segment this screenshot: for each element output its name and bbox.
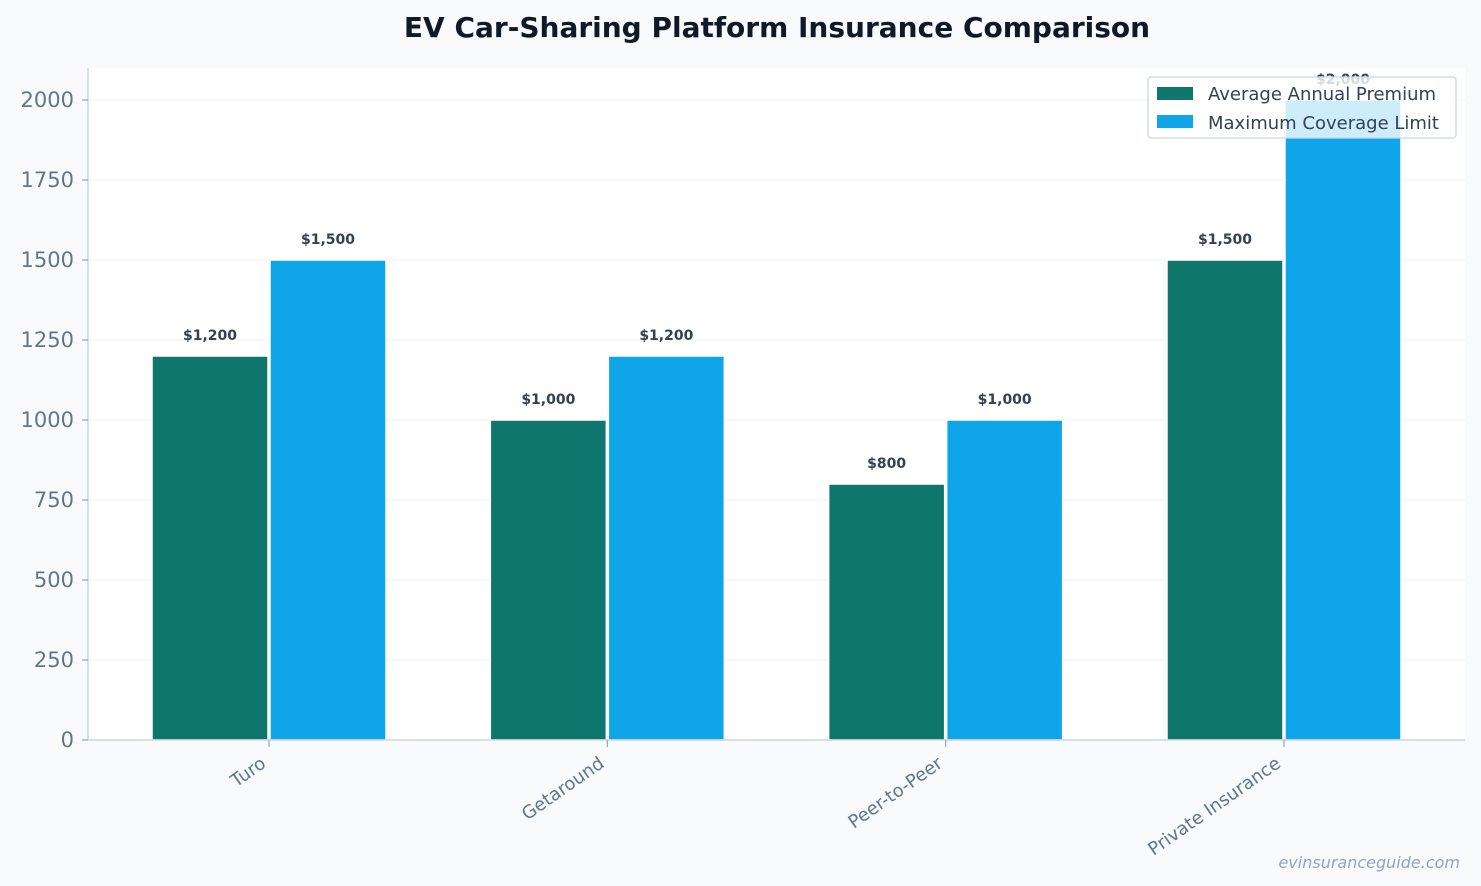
legend-swatch-average-annual-premium <box>1157 87 1193 100</box>
legend-label-maximum-coverage-limit: Maximum Coverage Limit <box>1208 113 1439 134</box>
data-label-average-annual-premium-getaround: $1,000 <box>521 392 575 408</box>
legend-swatch-maximum-coverage-limit <box>1157 115 1193 128</box>
y-tick-label-1500: 1500 <box>21 248 74 272</box>
y-tick-label-2000: 2000 <box>21 88 74 112</box>
y-tick-label-500: 500 <box>34 568 74 592</box>
data-label-average-annual-premium-turo: $1,200 <box>183 328 237 344</box>
y-axis-ticks: 0 250 500 750 1000 1250 1500 1750 2000 <box>21 88 88 752</box>
data-label-maximum-coverage-limit-peer-to-peer: $1,000 <box>978 392 1032 408</box>
chart-title: EV Car-Sharing Platform Insurance Compar… <box>404 11 1150 44</box>
legend-box <box>1147 76 1457 139</box>
legend: Average Annual Premium Maximum Coverage … <box>1147 76 1457 139</box>
data-label-average-annual-premium-peer-to-peer: $800 <box>867 456 906 472</box>
y-tick-label-750: 750 <box>34 488 74 512</box>
y-tick-label-0: 0 <box>61 728 74 752</box>
watermark: evinsuranceguide.com <box>1278 853 1460 872</box>
y-tick-label-1000: 1000 <box>21 408 74 432</box>
bar-maximum-coverage-limit-getaround <box>607 355 726 741</box>
data-label-maximum-coverage-limit-turo: $1,500 <box>301 232 355 248</box>
legend-label-average-annual-premium: Average Annual Premium <box>1208 84 1436 105</box>
bar-average-annual-premium-private-insurance <box>1166 259 1284 741</box>
y-tick-label-250: 250 <box>34 648 74 672</box>
bar-maximum-coverage-limit-peer-to-peer <box>945 419 1064 741</box>
data-label-maximum-coverage-limit-getaround: $1,200 <box>639 328 693 344</box>
y-tick-label-1750: 1750 <box>21 168 74 192</box>
bar-average-annual-premium-turo <box>151 355 269 741</box>
data-labels: $1,200 $1,500 $1,000 $1,200 $800 $1,000 $1,500… <box>183 72 1370 472</box>
bar-average-annual-premium-getaround <box>489 419 608 741</box>
y-tick-label-1250: 1250 <box>21 328 74 352</box>
bar-maximum-coverage-limit-turo <box>269 259 387 741</box>
bar-average-annual-premium-peer-to-peer <box>827 483 946 741</box>
bars <box>151 99 1402 741</box>
data-label-average-annual-premium-private-insurance: $1,500 <box>1198 232 1252 248</box>
bar-maximum-coverage-limit-private-insurance <box>1284 99 1402 741</box>
